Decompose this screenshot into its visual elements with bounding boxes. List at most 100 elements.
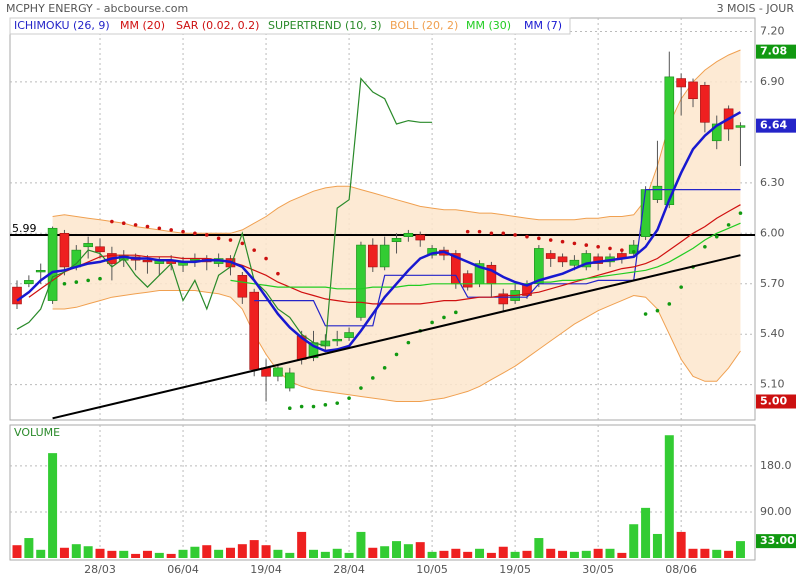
indicator-line — [254, 189, 741, 327]
sar-dot — [655, 308, 660, 313]
volume-bar — [546, 548, 556, 558]
candle-body — [711, 123, 722, 142]
sar-dot — [62, 281, 67, 286]
sar-dot — [287, 406, 292, 411]
candle-body — [332, 338, 343, 342]
volume-bar — [676, 531, 686, 558]
legend-entry: MM (7) — [524, 19, 562, 32]
volume-label-box — [756, 534, 796, 549]
candle-body — [545, 253, 556, 259]
indicator-line — [28, 204, 741, 305]
legend-entry: MM (20) — [120, 19, 165, 32]
volume-bar — [700, 548, 710, 558]
sar-dot — [679, 285, 683, 289]
sar-dot — [323, 403, 328, 407]
volume-bar — [392, 541, 402, 558]
legend-entry: ICHIMOKU (26, 9) — [14, 19, 110, 32]
volume-bar — [664, 435, 674, 558]
candle-body — [367, 244, 378, 268]
candle-body — [83, 243, 93, 248]
sar-dot — [454, 310, 458, 315]
volume-bar — [356, 531, 366, 558]
volume-bar — [225, 547, 235, 558]
legend-entry: MM (30) — [466, 19, 511, 32]
y-tick-label: 5.70 — [760, 277, 785, 290]
candle-body — [462, 273, 473, 288]
sar-dot — [572, 241, 577, 246]
bollinger-upper — [52, 49, 741, 234]
candle-body — [142, 259, 153, 263]
sar-dot — [406, 340, 411, 345]
candle-body — [391, 238, 402, 243]
sar-dot — [382, 366, 387, 370]
chart-title: MCPHY ENERGY - abcbourse.com — [6, 2, 188, 15]
candle-body — [498, 293, 509, 305]
sar-dot — [204, 233, 209, 237]
sar-dot — [359, 386, 363, 390]
price-label: 5.00 — [760, 394, 787, 407]
y-tick-label: 6.00 — [760, 226, 785, 239]
candle-body — [284, 372, 295, 389]
candle-body — [676, 78, 686, 88]
candle-body — [71, 249, 82, 268]
sar-dot — [631, 249, 636, 254]
volume-bar — [463, 551, 473, 558]
x-tick-label: 06/04 — [167, 563, 199, 576]
volume-bar — [214, 549, 224, 558]
volume-bar — [534, 538, 544, 558]
candle-body — [356, 244, 366, 318]
volume-bar — [48, 453, 58, 558]
sar-dot — [228, 238, 233, 242]
chart-subtitle: 3 MOIS - JOUR — [717, 2, 795, 15]
level-label: 5.99 — [12, 222, 37, 235]
candle-body — [403, 232, 414, 237]
price-label-box — [756, 394, 796, 409]
volume-bar — [344, 552, 354, 558]
price-label: 6.64 — [760, 119, 787, 132]
volume-bar — [439, 550, 449, 558]
trend-line — [52, 254, 741, 420]
sar-dot — [465, 229, 470, 234]
volume-bar — [605, 548, 615, 558]
sar-dot — [501, 231, 506, 236]
volume-bar — [95, 548, 105, 558]
volume-bar — [522, 550, 532, 558]
sar-dot — [667, 302, 672, 306]
x-tick-label: 28/04 — [333, 563, 365, 576]
candle-body — [249, 291, 259, 370]
volume-bar — [629, 524, 639, 558]
candle-body — [95, 246, 105, 253]
volume-bar — [83, 546, 93, 558]
sar-dot — [726, 223, 731, 227]
sar-dot — [98, 276, 102, 281]
sar-dot — [430, 320, 434, 325]
volume-bar — [119, 550, 129, 558]
price-label: 7.08 — [760, 45, 787, 58]
volume-label: 33.00 — [760, 534, 795, 547]
volume-bar — [415, 542, 425, 558]
volume-bar — [652, 533, 662, 558]
candle-body — [379, 244, 390, 268]
price-label-box — [756, 44, 796, 59]
volume-bar — [380, 546, 390, 558]
candle-body — [35, 270, 46, 273]
sar-dot — [252, 248, 256, 252]
candle-body — [688, 81, 698, 100]
volume-bar — [498, 546, 508, 558]
sar-dot — [608, 246, 612, 251]
candle-body — [344, 332, 354, 338]
y-tick-label: 5.10 — [760, 378, 785, 391]
volume-bar — [166, 553, 176, 558]
sar-dot — [371, 376, 375, 380]
indicator-line — [230, 222, 741, 290]
sar-dot — [394, 352, 399, 357]
candle-body — [486, 264, 497, 285]
sar-dot — [584, 243, 589, 247]
volume-bar — [36, 549, 46, 558]
x-tick-label: 10/05 — [416, 563, 448, 576]
volume-bar — [486, 552, 496, 558]
indicator-line — [16, 77, 433, 347]
volume-bar — [202, 545, 212, 558]
volume-bar — [427, 551, 437, 558]
sar-dot — [335, 401, 340, 405]
